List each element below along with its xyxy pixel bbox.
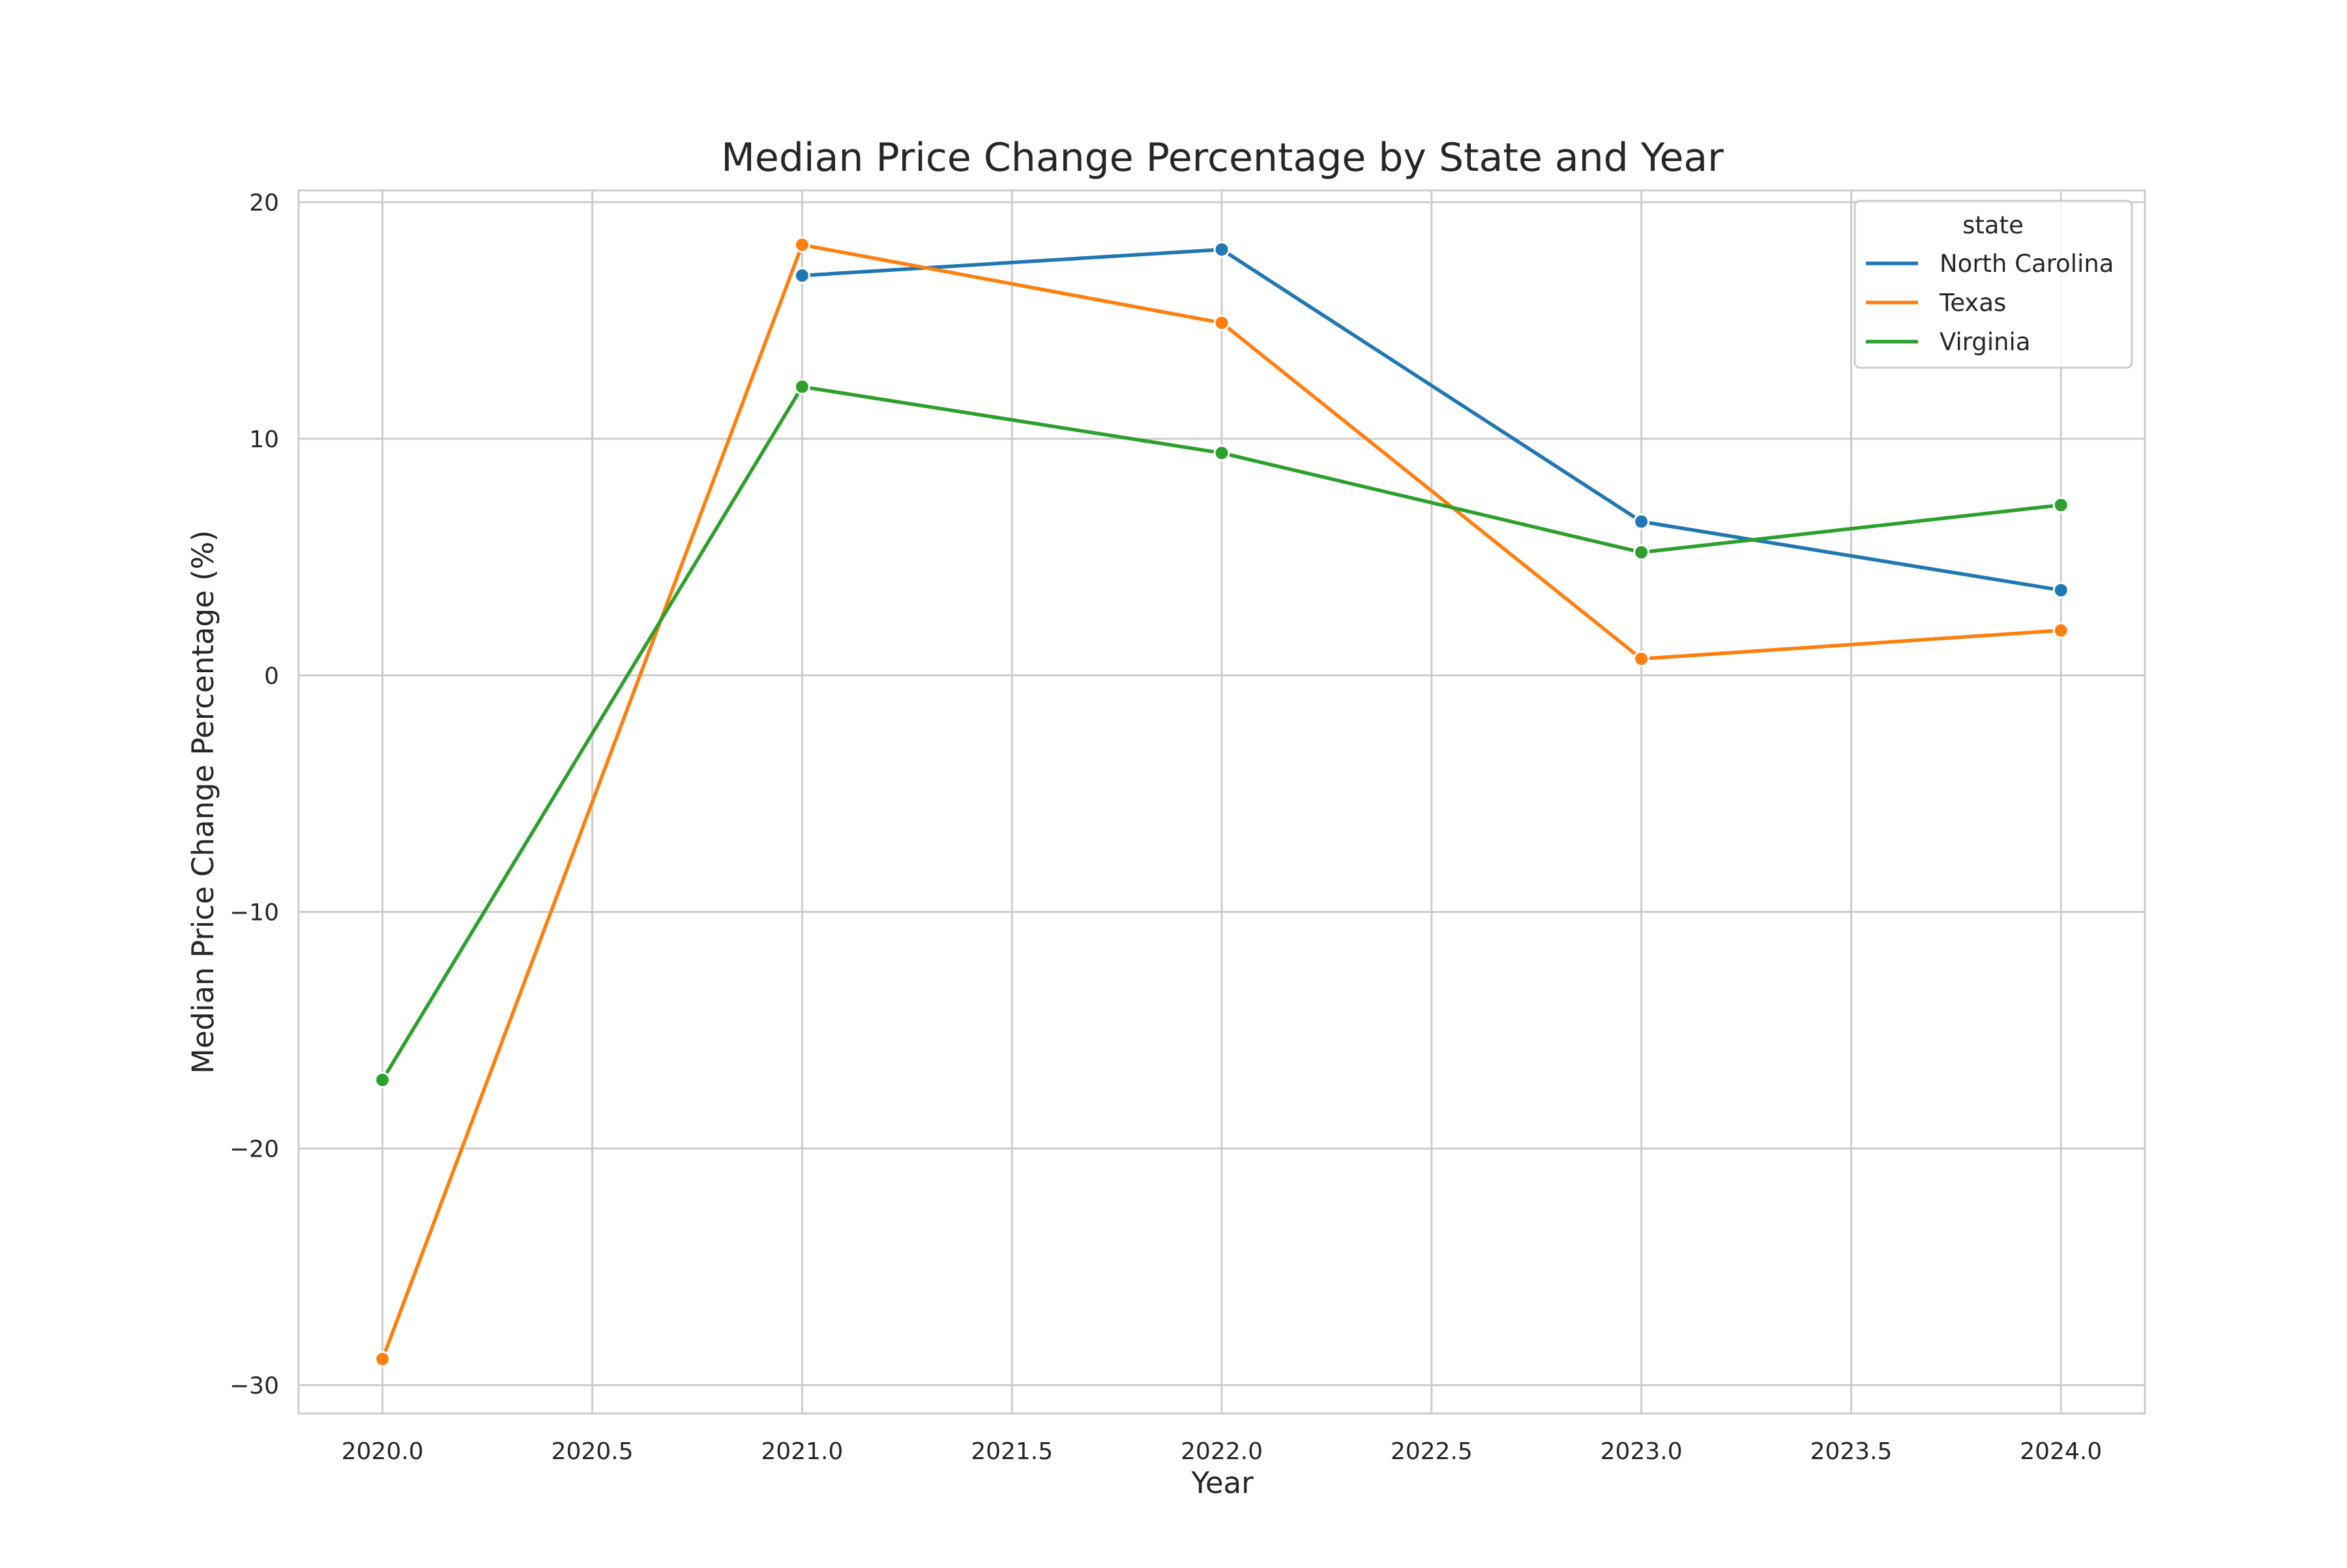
x-tick-label: 2021.5 [971,1438,1053,1465]
plot-frame [297,189,2146,1415]
data-point-virginia [1633,544,1650,561]
legend: state North Carolina Texas Virginia [1853,200,2133,369]
x-tick-label: 2020.5 [552,1438,634,1465]
data-point-texas [1213,314,1230,331]
y-tick-label: −30 [229,1372,279,1399]
x-tick-label: 2021.0 [761,1438,843,1465]
legend-items: North Carolina Texas Virginia [1866,250,2114,356]
legend-title: state [1962,211,2024,239]
series-layer [374,236,2069,1368]
x-tick-label: 2020.0 [342,1438,424,1465]
tick-labels: 2020.0 2020.5 2021.0 2021.5 2022.0 2022.5 2023… [229,190,2102,1465]
data-point-virginia [374,1071,391,1088]
y-axis-label: Median Price Change Percentage (%) [186,530,220,1074]
legend-box [1853,200,2133,369]
y-tick-label: 0 [264,663,279,690]
data-point-texas [374,1351,391,1368]
y-tick-label: 20 [249,190,279,216]
x-tick-label: 2024.0 [2020,1438,2102,1465]
x-tick-label: 2023.5 [1810,1438,1892,1465]
y-tick-label: −20 [229,1136,279,1163]
data-point-north-carolina [2052,582,2069,599]
data-point-texas [2052,622,2069,639]
data-point-virginia [793,378,810,395]
x-tick-label: 2022.5 [1391,1438,1473,1465]
legend-label-texas: Texas [1939,289,2006,317]
legend-label-virginia: Virginia [1940,328,2031,356]
data-point-texas [793,236,810,253]
y-tick-label: 10 [249,426,279,453]
data-point-virginia [1213,445,1230,462]
x-axis-label: Year [1190,1466,1254,1500]
data-point-virginia [2052,497,2069,514]
data-point-north-carolina [793,267,810,284]
x-tick-label: 2023.0 [1601,1438,1683,1465]
data-point-texas [1633,650,1650,667]
legend-label-north-carolina: North Carolina [1940,250,2114,278]
y-tick-label: −10 [229,900,279,926]
data-point-north-carolina [1213,241,1230,258]
x-tick-label: 2022.0 [1181,1438,1263,1465]
series-line-north-carolina [800,247,2063,592]
data-point-north-carolina [1633,513,1650,530]
chart-title: Median Price Change Percentage by State … [721,135,1724,181]
